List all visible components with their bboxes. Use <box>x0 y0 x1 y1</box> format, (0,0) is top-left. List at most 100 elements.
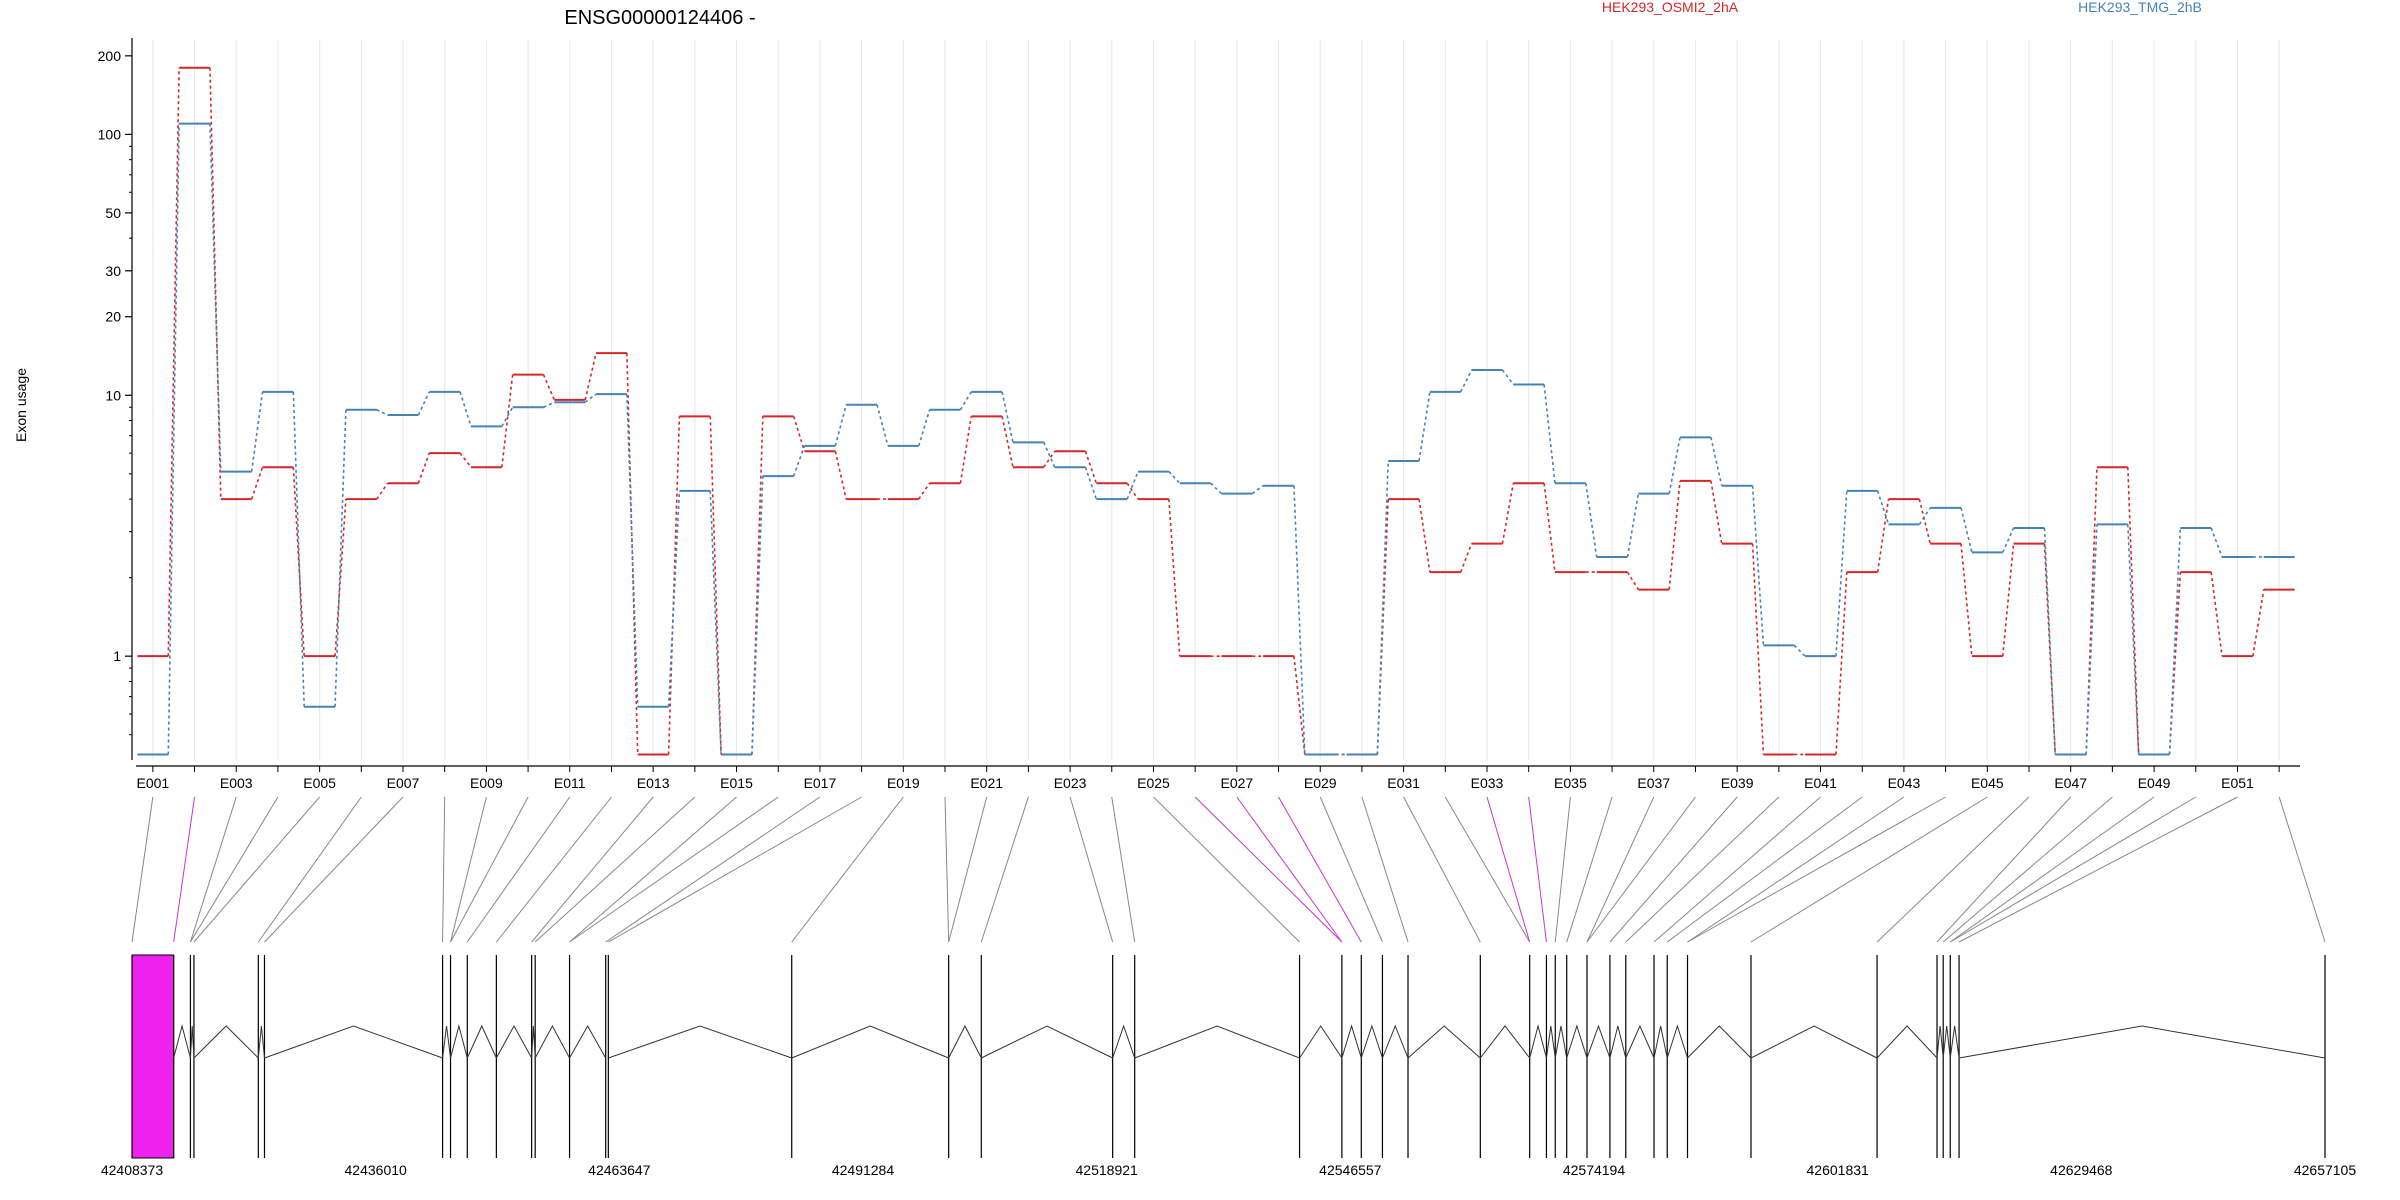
series-connector <box>1460 369 1473 393</box>
series-connector <box>2127 524 2140 755</box>
y-tick-label: 1 <box>113 648 121 664</box>
series-connector <box>1418 498 1431 573</box>
series-connector <box>1001 416 1014 468</box>
exon-tick-label: E005 <box>303 775 336 791</box>
exon-tick-label: E021 <box>970 775 1003 791</box>
exon-connector-line <box>569 796 737 943</box>
exon-connector-line <box>1153 796 1300 943</box>
exon-connector-line <box>605 796 821 943</box>
exon-tick-label: E045 <box>1971 775 2004 791</box>
intron-chevron <box>1609 1025 1627 1059</box>
intron-chevron <box>1529 1024 1547 1059</box>
series-connector <box>209 123 222 472</box>
exon-connector-line <box>980 796 1029 943</box>
series-1 <box>137 66 2295 756</box>
exon-connector-line <box>1687 796 1905 943</box>
exon-connector-line <box>1361 796 1409 943</box>
exon-tick-label: E009 <box>470 775 503 791</box>
exon-connector-line <box>1750 796 1988 943</box>
exon-connector-line <box>569 796 779 943</box>
exon-connector-line <box>1958 796 2238 943</box>
series-connector <box>792 445 806 477</box>
coordinate-label: 42546557 <box>1319 1162 1382 1178</box>
exon-connector-line <box>944 796 950 943</box>
exon-tick-label: E011 <box>554 775 586 791</box>
series-connector <box>751 476 764 755</box>
series-connector <box>709 416 722 755</box>
legend-series-2: HEK293_TMG_2hB <box>2078 0 2202 15</box>
exon-connector-line <box>1666 796 1863 943</box>
series-connector <box>501 406 514 427</box>
intron-chevron <box>1112 1024 1136 1059</box>
intron-chevron <box>1134 1025 1300 1059</box>
coordinate-label: 42574194 <box>1563 1162 1626 1178</box>
exon-connectors <box>131 796 2326 943</box>
coordinate-label: 42408373 <box>101 1162 164 1178</box>
intron-chevron <box>608 1025 792 1059</box>
intron-chevron <box>1958 1025 2326 1059</box>
series-connector <box>250 391 264 472</box>
exon-tick-label: E031 <box>1387 775 1420 791</box>
series-connector <box>542 374 556 401</box>
intron-chevron <box>193 1025 259 1059</box>
intron-chevron <box>1750 1025 1878 1059</box>
intron-chevron <box>1653 1025 1668 1059</box>
series-connector <box>1210 482 1222 495</box>
intron-chevron <box>1936 1025 1944 1059</box>
exon-tick-label: E037 <box>1637 775 1670 791</box>
intron-chevron <box>1299 1025 1343 1059</box>
series-connector <box>834 451 847 500</box>
coordinate-label: 42491284 <box>832 1162 895 1178</box>
series-connector <box>292 467 305 657</box>
intron-chevron <box>531 1025 536 1059</box>
exon-tick-label: E041 <box>1804 775 1837 791</box>
series-connector <box>459 391 472 427</box>
intron-chevron <box>1545 1025 1556 1059</box>
series-connector <box>1960 507 1973 553</box>
series-connector <box>376 409 388 416</box>
intron-chevron <box>981 1025 1113 1059</box>
series-connector <box>1459 543 1473 573</box>
series-connector <box>1293 485 1306 755</box>
exon-connector-line <box>1236 796 1343 943</box>
intron-chevron <box>1666 1024 1688 1059</box>
series-connector <box>2085 524 2098 755</box>
exon-connector-line <box>1609 796 1738 943</box>
series-connector <box>1835 490 1848 657</box>
exon-connector-line <box>1069 796 1114 943</box>
exon-tick-label: E033 <box>1471 775 1504 791</box>
series-connector <box>1793 644 1806 657</box>
series-connector <box>1501 483 1515 544</box>
exon-highlight-block <box>131 954 175 1159</box>
y-tick-label: 20 <box>105 309 121 325</box>
series-connector <box>1543 384 1556 484</box>
intron-chevron <box>1586 1024 1611 1059</box>
series-connector <box>1043 442 1056 468</box>
intron-chevron <box>1341 1024 1362 1059</box>
intron-chevron <box>173 1024 191 1059</box>
exon-connector-line <box>1942 796 2113 943</box>
exon-connector-line <box>531 796 654 943</box>
series-connector <box>1710 437 1723 486</box>
intron-chevron <box>1407 1025 1481 1059</box>
gene-model-track <box>131 954 2326 1159</box>
y-tick-label: 30 <box>105 263 121 279</box>
legend-series-1: HEK293_OSMI2_2hA <box>1602 0 1739 15</box>
intron-chevron <box>948 1024 982 1059</box>
exon-connector-line <box>1319 796 1383 943</box>
coordinate-label: 42436010 <box>345 1162 408 1178</box>
exon-connector-line <box>1949 796 2197 943</box>
series-connector <box>1751 485 1765 646</box>
intron-chevron <box>466 1024 497 1059</box>
exon-connector-line <box>190 796 279 943</box>
series-connector <box>334 499 347 657</box>
intron-chevron <box>791 1025 949 1059</box>
exon-connector-line <box>1111 796 1136 943</box>
y-tick-label: 100 <box>98 126 122 142</box>
series-connector <box>1293 656 1306 755</box>
y-tick-label: 50 <box>105 205 121 221</box>
exon-tick-label: E027 <box>1220 775 1253 791</box>
intron-chevron <box>1949 1025 1960 1059</box>
exon-connector-line <box>1586 796 1696 943</box>
